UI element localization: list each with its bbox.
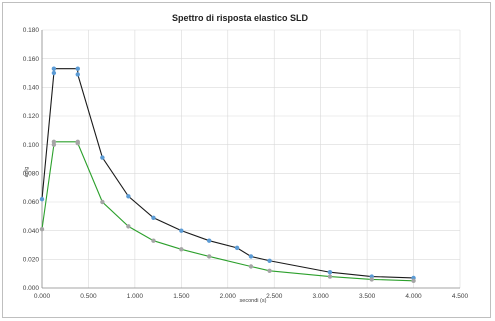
x-tick-label: 4.000	[405, 293, 422, 300]
data-point	[151, 238, 156, 243]
x-tick-label: 1.000	[127, 293, 144, 300]
data-point	[75, 141, 80, 146]
data-point	[207, 238, 212, 243]
axis-layer: 0.000 0.020 0.040 0.060 0.080 0.100 0.120 0.140…	[23, 27, 469, 300]
data-point	[100, 199, 105, 205]
data-point	[369, 277, 374, 282]
chart-title: Spettro di risposta elastico SLD	[172, 13, 309, 23]
data-point	[327, 270, 333, 275]
y-tick-label: 0.020	[23, 257, 40, 264]
data-point	[234, 245, 240, 251]
data-point	[267, 268, 272, 273]
data-point	[39, 196, 45, 202]
series-line-1	[41, 68, 414, 279]
x-tick-label: 4.500	[452, 293, 469, 300]
x-axis-label: secondi (s)	[240, 298, 267, 304]
data-point	[179, 247, 184, 252]
grid-layer	[41, 29, 461, 289]
data-point	[248, 254, 254, 259]
data-point	[39, 227, 45, 232]
data-point	[75, 72, 80, 77]
x-tick-label: 0.000	[34, 293, 51, 300]
x-tick-label: 0.500	[80, 293, 97, 300]
data-point	[248, 264, 254, 269]
data-point	[51, 139, 57, 144]
y-tick-label: 0.080	[23, 171, 40, 178]
data-point	[179, 228, 184, 233]
y-tick-label: 0.000	[23, 285, 40, 292]
y-tick-label: 0.040	[23, 228, 40, 235]
x-tick-label: 2.000	[220, 293, 237, 300]
x-tick-label: 2.500	[266, 293, 283, 300]
data-point	[126, 224, 131, 229]
data-point	[75, 66, 80, 71]
data-point	[151, 215, 156, 220]
y-tick-label: 0.160	[23, 56, 40, 63]
data-point	[267, 258, 272, 263]
series-layer	[39, 66, 416, 284]
data-point	[100, 155, 105, 160]
x-tick-label: 1.500	[173, 293, 190, 300]
data-point	[411, 278, 416, 284]
x-tick-label: 3.000	[313, 293, 330, 300]
x-tick-label: 3.500	[359, 293, 376, 300]
y-tick-label: 0.140	[23, 85, 40, 92]
y-axis-label: ag/g	[24, 167, 30, 178]
data-point	[51, 70, 57, 76]
data-point	[126, 194, 131, 199]
data-point	[327, 274, 333, 279]
data-point	[207, 254, 212, 259]
y-tick-label: 0.180	[23, 27, 40, 34]
y-tick-label: 0.100	[23, 142, 40, 149]
data-point	[51, 66, 57, 71]
y-tick-label: 0.120	[23, 113, 40, 120]
y-tick-label: 0.060	[23, 199, 40, 206]
